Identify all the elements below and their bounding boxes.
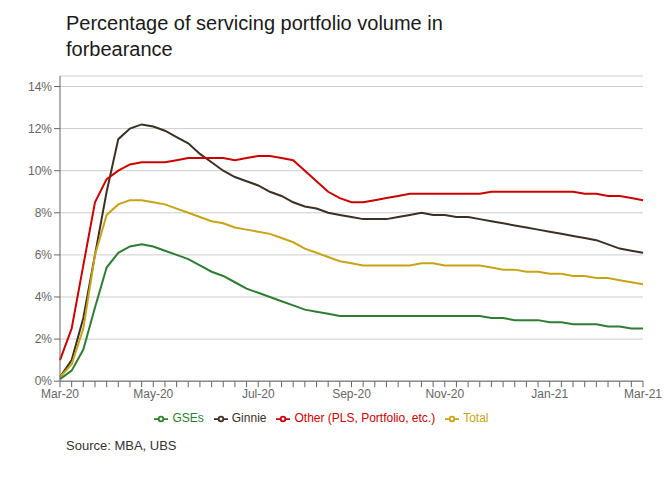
svg-text:8%: 8%	[35, 206, 53, 220]
html-text:Ginnie: Ginnie	[231, 411, 267, 426]
svg-text:12%: 12%	[28, 122, 52, 136]
svg-text:14%: 14%	[28, 80, 52, 94]
svg-text:2%: 2%	[35, 332, 53, 346]
svg-text:Mar-20: Mar-20	[41, 387, 79, 401]
html-text:Other (PLS, Portfolio, etc.): Other (PLS, Portfolio, etc.)	[294, 411, 436, 426]
svg-text:4%: 4%	[35, 290, 53, 304]
html-text:GSEs: GSEs	[172, 411, 204, 426]
svg-text:10%: 10%	[28, 164, 52, 178]
html-text:Source: MBA, UBS: Source: MBA, UBS	[66, 438, 177, 453]
svg-text:Sep-20: Sep-20	[332, 387, 371, 401]
svg-text:Jul-20: Jul-20	[242, 387, 275, 401]
svg-text:Jan-21: Jan-21	[531, 387, 568, 401]
svg-text:6%: 6%	[35, 248, 53, 262]
svg-text:Mar-21: Mar-21	[624, 387, 659, 401]
html-text:Total: Total	[463, 411, 489, 426]
svg-text:0%: 0%	[35, 374, 53, 388]
html-text:Percentage of servicing portfo: Percentage of servicing portfolio volume…	[66, 12, 443, 34]
svg-text:Nov-20: Nov-20	[425, 387, 464, 401]
html-text:forbearance: forbearance	[66, 38, 173, 60]
svg-text:May-20: May-20	[133, 387, 173, 401]
